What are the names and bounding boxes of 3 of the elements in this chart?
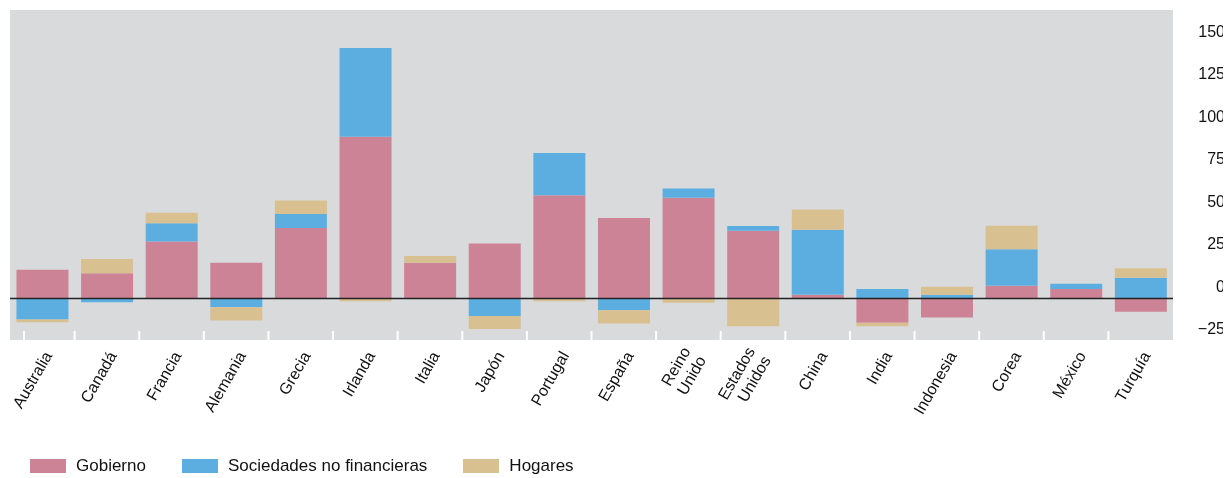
legend-label: Gobierno [76,456,146,476]
legend-label: Hogares [509,456,574,476]
legend-label: Sociedades no financieras [227,456,428,476]
